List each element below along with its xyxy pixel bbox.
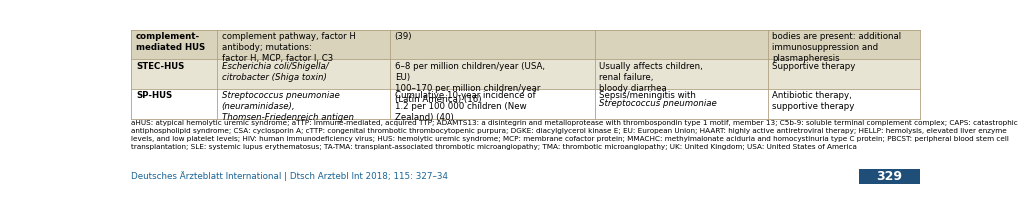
Bar — [859, 169, 920, 183]
Text: Streptococcus pneumoniae: Streptococcus pneumoniae — [599, 99, 717, 108]
Text: aHUS: atypical hemolytic uremic syndrome; aTTP: immune-mediated, acquired TTP; A: aHUS: atypical hemolytic uremic syndrome… — [131, 120, 1018, 150]
Text: Supportive therapy: Supportive therapy — [772, 62, 856, 71]
Text: Usually affects children,
renal failure,
bloody diarrhea: Usually affects children, renal failure,… — [599, 62, 703, 93]
Text: (39): (39) — [394, 32, 412, 41]
Text: 6–8 per million children/year (USA,
EU)
100–170 per million children/year
(Latin: 6–8 per million children/year (USA, EU) … — [394, 62, 545, 104]
Text: Sepsis/meningitis with: Sepsis/meningitis with — [599, 91, 696, 100]
Text: Antibiotic therapy,
supportive therapy: Antibiotic therapy, supportive therapy — [772, 91, 855, 111]
Bar — [131, 89, 920, 119]
Text: Cumulative 10-year incidence of
1.2 per 100 000 children (New
Zealand) (40): Cumulative 10-year incidence of 1.2 per … — [394, 91, 536, 123]
Text: Escherichia coli/Shigella/
citrobacter (Shiga toxin): Escherichia coli/Shigella/ citrobacter (… — [221, 62, 329, 82]
Bar — [131, 30, 920, 59]
Text: Deutsches Ärzteblatt International | Dtsch Arztebl Int 2018; 115: 327–34: Deutsches Ärzteblatt International | Dts… — [131, 171, 449, 181]
Text: 329: 329 — [877, 170, 902, 183]
Bar — [131, 59, 920, 89]
Text: SP-HUS: SP-HUS — [136, 91, 172, 100]
Text: bodies are present: additional
immunosuppression and
plasmapheresis: bodies are present: additional immunosup… — [772, 32, 901, 63]
Text: complement-
mediated HUS: complement- mediated HUS — [136, 32, 205, 52]
Text: STEC-HUS: STEC-HUS — [136, 62, 184, 71]
Text: complement pathway, factor H
antibody; mutations:
factor H, MCP, factor I, C3: complement pathway, factor H antibody; m… — [221, 32, 355, 63]
Text: Streptococcus pneumoniae
(neuraminidase),
Thomsen-Friedenreich antigen: Streptococcus pneumoniae (neuraminidase)… — [221, 91, 353, 123]
